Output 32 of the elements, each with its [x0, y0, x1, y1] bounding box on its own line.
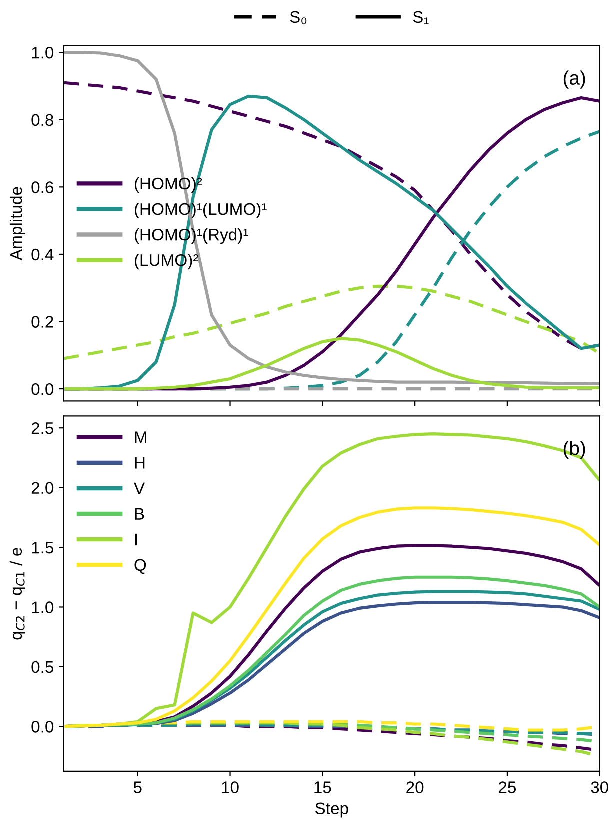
legend-label: S₀	[290, 11, 307, 24]
y-tick-label: 2.5	[32, 422, 54, 434]
legend-label: Q	[134, 559, 146, 574]
line-series	[64, 337, 600, 391]
y-tick-label: 1.5	[32, 542, 54, 554]
y-tick-label: 0.8	[32, 114, 54, 126]
x-tick-label: 5	[134, 782, 142, 794]
legend-label: M	[135, 432, 146, 444]
y-axis-title: q$_{C2}$ − q$_{C1}$ / e	[10, 548, 26, 640]
x-tick-label: 25	[499, 782, 516, 794]
y-axis-title: Amplitude	[10, 187, 26, 261]
legend-label: I	[135, 534, 138, 546]
legend-label: V	[134, 482, 145, 494]
y-tick-label: 0.0	[32, 383, 54, 396]
y-tick-label: 1.0	[32, 47, 54, 59]
x-tick-label: 10	[222, 782, 239, 794]
y-tick-label: 0.0	[32, 721, 54, 733]
x-tick-label: 30	[591, 782, 608, 794]
y-tick-label: 0.2	[32, 316, 54, 328]
x-axis-title: Step	[316, 802, 348, 818]
y-tick-label: 0.4	[32, 248, 54, 261]
y-tick-label: 0.5	[32, 661, 54, 674]
legend-label: H	[135, 457, 145, 469]
annotation: (a)	[564, 70, 586, 89]
y-tick-label: 0.6	[32, 182, 54, 194]
legend-label: B	[135, 508, 144, 520]
y-tick-label: 2.0	[32, 482, 54, 494]
y-tick-label: 1.0	[32, 602, 54, 614]
legend-label: S₁	[413, 11, 429, 24]
line-series	[64, 284, 600, 360]
x-tick-label: 20	[406, 782, 424, 794]
x-tick-label: 15	[314, 782, 332, 794]
